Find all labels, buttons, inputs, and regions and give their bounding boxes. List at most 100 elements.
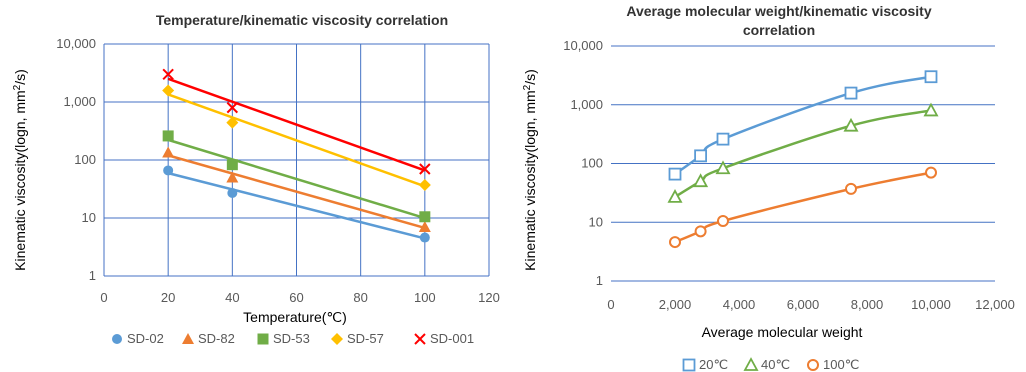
x-tick-label-20: 20 — [161, 290, 175, 305]
chart1-grid — [103, 43, 490, 277]
legend-label-sd-57: SD-57 — [347, 331, 384, 346]
chart2-grid — [611, 45, 995, 282]
x-tick-label-120: 120 — [478, 290, 500, 305]
point-sd-02-2 — [419, 232, 430, 243]
chart1-x-axis-label: Temperature(℃) — [243, 309, 347, 325]
trendline-sd-82 — [167, 154, 426, 230]
trendline-sd-02 — [167, 171, 426, 240]
point-20-3 — [844, 86, 858, 100]
point-sd-001-2 — [419, 163, 431, 175]
x-tick-label-0: 0 — [100, 290, 107, 305]
chart2-y-axis-label: Kinematic viscosity(logn, mm2/s) — [522, 69, 538, 271]
point-sd-57-1 — [226, 116, 239, 129]
point-40-2 — [715, 160, 731, 175]
legend-marker-100 — [807, 359, 819, 371]
legend-marker-20 — [682, 358, 696, 372]
trendline-sd-57 — [167, 93, 426, 188]
point-100-0 — [669, 236, 681, 249]
y-tick-label-1-000: 1,000 — [570, 97, 603, 112]
y-tick-label-100: 100 — [74, 152, 96, 167]
chart2-title-line1: Average molecular weight/kinematic visco… — [626, 3, 931, 19]
trendline-sd-53 — [167, 138, 426, 220]
legend-marker-sd-001 — [414, 333, 426, 345]
point-40-4 — [923, 102, 939, 117]
chart1-markers — [162, 68, 431, 243]
chart-temperature: Temperature/kinematic viscosity correlat… — [12, 12, 500, 346]
point-sd-53-2 — [419, 211, 431, 223]
curve-20 — [674, 75, 932, 176]
point-sd-53-1 — [226, 159, 238, 171]
point-sd-82-0 — [162, 146, 175, 158]
legend-label-20: 20℃ — [699, 357, 728, 372]
point-20-2 — [716, 132, 730, 146]
point-20-0 — [668, 167, 682, 181]
legend-label-sd-02: SD-02 — [127, 331, 164, 346]
point-sd-82-2 — [418, 220, 431, 232]
chart1-y-ticks: 1 10 100 1,000 10,000 — [56, 36, 96, 283]
curve-100 — [674, 171, 932, 244]
trendline-sd-001 — [167, 77, 426, 172]
chart1-title: Temperature/kinematic viscosity correlat… — [156, 12, 448, 28]
x-tick-label-6-000: 6,000 — [787, 297, 820, 312]
x-tick-label-100: 100 — [414, 290, 436, 305]
x-tick-label-8-000: 8,000 — [851, 297, 884, 312]
point-100-2 — [717, 215, 729, 228]
y-tick-label-10-000: 10,000 — [563, 38, 603, 53]
point-sd-001-1 — [226, 101, 239, 114]
legend-label-sd-82: SD-82 — [198, 331, 235, 346]
x-tick-label-2-000: 2,000 — [659, 297, 692, 312]
point-100-3 — [845, 182, 857, 195]
point-sd-53-0 — [162, 130, 174, 142]
x-tick-label-60: 60 — [289, 290, 303, 305]
legend-marker-sd-53 — [257, 333, 269, 345]
y-tick-label-100: 100 — [581, 156, 603, 171]
point-sd-57-0 — [162, 84, 175, 97]
point-20-1 — [694, 149, 707, 163]
legend-label-100: 100℃ — [823, 357, 859, 372]
legend-marker-sd-57 — [331, 333, 343, 345]
legend-marker-40 — [743, 357, 759, 371]
chart1-legend: SD-02 SD-82 SD-53 SD-57 SD-001 — [112, 331, 474, 346]
chart2-curves — [674, 75, 932, 244]
point-100-4 — [925, 166, 937, 179]
point-sd-001-0 — [162, 68, 174, 81]
y-tick-label-10: 10 — [82, 210, 96, 225]
chart2-legend: 20℃ 40℃ 100℃ — [682, 357, 859, 372]
legend-label-sd-53: SD-53 — [273, 331, 310, 346]
y-tick-label-10-000: 10,000 — [56, 36, 96, 51]
chart1-trendlines — [167, 77, 426, 240]
point-100-1 — [694, 225, 707, 238]
chart2-x-ticks: 0 2,000 4,000 6,000 8,000 10,000 12,000 — [607, 297, 1015, 312]
point-40-1 — [693, 173, 709, 188]
y-tick-label-1: 1 — [596, 273, 603, 288]
point-40-3 — [843, 117, 859, 132]
point-20-4 — [924, 70, 938, 84]
y-tick-label-10: 10 — [589, 214, 603, 229]
point-40-0 — [667, 189, 683, 203]
x-tick-label-0: 0 — [607, 297, 614, 312]
chart-molecular-weight: Average molecular weight/kinematic visco… — [522, 3, 1015, 372]
x-tick-label-12-000: 12,000 — [975, 297, 1015, 312]
x-tick-label-10-000: 10,000 — [911, 297, 951, 312]
chart2-title-line2: correlation — [743, 22, 815, 38]
chart1-x-ticks: 0 20 40 60 80 100 120 — [100, 290, 499, 305]
y-tick-label-1: 1 — [89, 268, 96, 283]
y-tick-label-1-000: 1,000 — [63, 94, 96, 109]
point-sd-57-2 — [418, 179, 431, 192]
legend-label-sd-001: SD-001 — [430, 331, 474, 346]
x-tick-label-40: 40 — [225, 290, 239, 305]
chart2-x-axis-label: Average molecular weight — [702, 324, 863, 340]
chart2-markers — [667, 70, 939, 249]
point-sd-02-1 — [227, 187, 238, 198]
legend-marker-sd-82 — [182, 333, 194, 344]
x-tick-label-80: 80 — [353, 290, 367, 305]
chart2-y-ticks: 1 10 100 1,000 10,000 — [563, 38, 603, 288]
legend-marker-sd-02 — [112, 334, 122, 344]
x-tick-label-4-000: 4,000 — [723, 297, 756, 312]
chart1-y-axis-label: Kinematic viscosity(logn, mm2/s) — [12, 69, 28, 271]
point-sd-02-0 — [163, 165, 174, 176]
point-sd-82-1 — [226, 171, 239, 183]
curve-40 — [674, 109, 932, 198]
legend-label-40: 40℃ — [761, 357, 790, 372]
